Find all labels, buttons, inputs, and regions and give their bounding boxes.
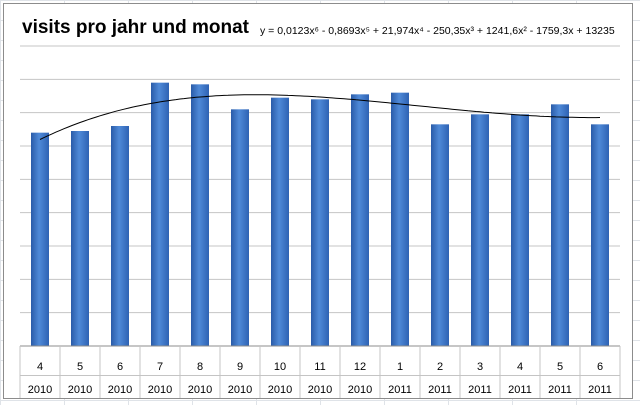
x-tick-label-month: 6 (597, 361, 603, 373)
x-tick-label-month: 9 (237, 361, 243, 373)
x-tick-label-month: 6 (117, 361, 123, 373)
bar[interactable] (111, 126, 129, 346)
x-tick-label-month: 11 (314, 361, 325, 373)
x-tick-label-month: 10 (274, 361, 286, 373)
trendline (39, 94, 601, 140)
x-tick-label-year: 2010 (228, 384, 252, 396)
x-tick-label-month: 2 (437, 361, 443, 373)
x-tick-label-month: 3 (477, 361, 483, 373)
bar[interactable] (511, 114, 529, 346)
x-tick-label-month: 8 (197, 361, 203, 373)
x-tick-label-year: 2011 (548, 384, 572, 396)
bar[interactable] (431, 124, 449, 346)
x-tick-label-year: 2011 (428, 384, 452, 396)
bar[interactable] (471, 114, 489, 346)
x-tick-label-month: 12 (354, 361, 366, 373)
x-tick-label-year: 2010 (148, 384, 172, 396)
bar[interactable] (71, 131, 89, 346)
x-tick-label-month: 7 (157, 361, 163, 373)
x-tick-label-year: 2010 (68, 384, 92, 396)
x-tick-label-year: 2010 (108, 384, 132, 396)
bar[interactable] (391, 92, 409, 347)
bar[interactable] (551, 104, 569, 346)
x-tick-label-year: 2010 (28, 384, 52, 396)
bar[interactable] (351, 94, 369, 346)
x-tick-label-year: 2010 (348, 384, 372, 396)
trendline-equation: y = 0,0123x⁶ - 0,8693x⁵ + 21,974x⁴ - 250… (260, 25, 615, 37)
x-tick-label-month: 4 (517, 361, 523, 373)
bar[interactable] (151, 82, 169, 347)
bar[interactable] (31, 132, 49, 346)
x-tick-label-month: 5 (557, 361, 563, 373)
x-tick-label-year: 2010 (188, 384, 212, 396)
x-tick-label-year: 2011 (468, 384, 492, 396)
x-tick-label-year: 2010 (268, 384, 292, 396)
bar[interactable] (191, 84, 209, 346)
x-tick-label-year: 2010 (308, 384, 332, 396)
bar[interactable] (231, 109, 249, 346)
x-tick-label-year: 2011 (588, 384, 612, 396)
x-tick-label-month: 5 (77, 361, 83, 373)
chart-title: visits pro jahr und monat (22, 17, 249, 38)
x-tick-label-year: 2011 (508, 384, 532, 396)
x-tick-label-month: 1 (397, 361, 403, 373)
bar[interactable] (311, 99, 329, 346)
x-tick-label-month: 4 (37, 361, 43, 373)
bar[interactable] (591, 124, 609, 346)
bar[interactable] (271, 97, 289, 347)
x-tick-label-year: 2011 (388, 384, 412, 396)
